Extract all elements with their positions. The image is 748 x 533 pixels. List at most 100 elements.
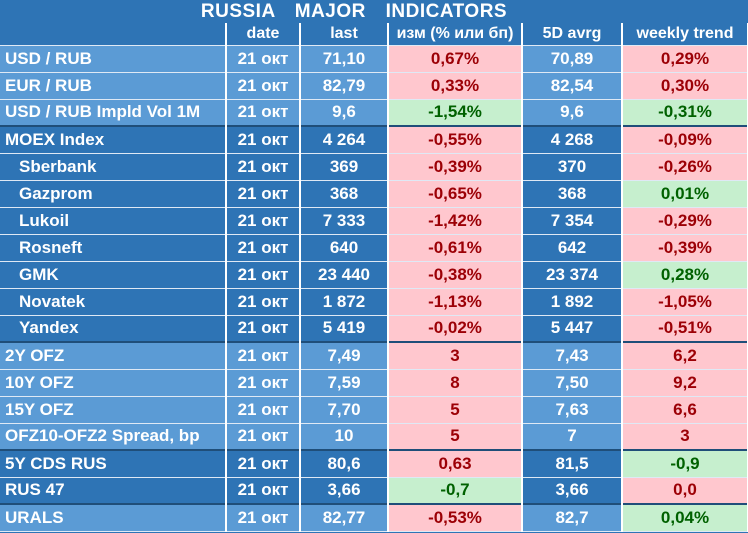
row-name: URALS [0,503,227,532]
table-row: 5Y CDS RUS 21 окт 80,6 0,63 81,5 -0,9 [0,449,748,478]
table-row: 15Y OFZ 21 окт 7,70 5 7,63 6,6 [0,396,748,424]
row-weekly-trend: 3 [622,423,748,451]
row-change: -1,42% [388,207,523,235]
row-weekly-trend: 9,2 [622,369,748,397]
row-last: 5 419 [300,315,389,343]
row-last: 1 872 [300,288,389,316]
row-last: 80,6 [300,449,389,478]
row-last: 7 333 [300,207,389,235]
row-last: 7,59 [300,369,389,397]
row-last: 82,77 [300,503,389,532]
row-date: 21 окт [226,125,301,154]
row-change: -0,7 [388,477,523,505]
row-change: -0,61% [388,234,523,262]
row-name: USD / RUB [0,45,227,73]
row-name: Novatek [0,288,227,316]
row-5d-avg: 5 447 [522,315,623,343]
table-title: RUSSIA MAJOR INDICATORS [0,0,748,23]
row-last: 7,49 [300,341,389,370]
row-change: 0,67% [388,45,523,73]
row-date: 21 окт [226,72,301,100]
row-5d-avg: 3,66 [522,477,623,505]
row-change: 3 [388,341,523,370]
row-name: Lukoil [0,207,227,235]
row-last: 369 [300,153,389,181]
table-row: Lukoil 21 окт 7 333 -1,42% 7 354 -0,29% [0,207,748,235]
row-last: 9,6 [300,99,389,127]
row-change: -0,53% [388,503,523,532]
row-change: -0,65% [388,180,523,208]
row-change: -1,13% [388,288,523,316]
row-5d-avg: 82,7 [522,503,623,532]
row-change: 0,33% [388,72,523,100]
row-weekly-trend: -0,51% [622,315,748,343]
row-date: 21 окт [226,315,301,343]
row-name: EUR / RUB [0,72,227,100]
row-date: 21 окт [226,45,301,73]
row-date: 21 окт [226,503,301,532]
row-name: 10Y OFZ [0,369,227,397]
row-change: 8 [388,369,523,397]
row-last: 3,66 [300,477,389,505]
row-name: Sberbank [0,153,227,181]
table-row: Sberbank 21 окт 369 -0,39% 370 -0,26% [0,153,748,181]
row-last: 640 [300,234,389,262]
table-row: 2Y OFZ 21 окт 7,49 3 7,43 6,2 [0,341,748,370]
row-weekly-trend: 0,29% [622,45,748,73]
row-5d-avg: 7,43 [522,341,623,370]
row-date: 21 окт [226,369,301,397]
row-5d-avg: 70,89 [522,45,623,73]
row-weekly-trend: 0,28% [622,261,748,289]
row-last: 82,79 [300,72,389,100]
row-name: USD / RUB Impld Vol 1M [0,99,227,127]
table-row: Rosneft 21 окт 640 -0,61% 642 -0,39% [0,234,748,262]
row-name: 15Y OFZ [0,396,227,424]
table-row: URALS 21 окт 82,77 -0,53% 82,7 0,04% [0,503,748,532]
row-date: 21 окт [226,396,301,424]
row-5d-avg: 1 892 [522,288,623,316]
row-5d-avg: 7,50 [522,369,623,397]
row-change: 0,63 [388,449,523,478]
row-5d-avg: 81,5 [522,449,623,478]
header-date: date [226,23,301,46]
row-date: 21 окт [226,153,301,181]
row-date: 21 окт [226,288,301,316]
row-date: 21 окт [226,341,301,370]
header-change: изм (% или бп) [388,23,523,46]
row-weekly-trend: -0,39% [622,234,748,262]
row-weekly-trend: 0,30% [622,72,748,100]
row-name: 2Y OFZ [0,341,227,370]
row-weekly-trend: 0,04% [622,503,748,532]
row-change: -0,39% [388,153,523,181]
row-weekly-trend: -0,09% [622,125,748,154]
row-date: 21 окт [226,234,301,262]
table-row: Yandex 21 окт 5 419 -0,02% 5 447 -0,51% [0,315,748,343]
row-5d-avg: 370 [522,153,623,181]
row-change: 5 [388,423,523,451]
row-last: 71,10 [300,45,389,73]
row-last: 7,70 [300,396,389,424]
header-5d-avg: 5D avrg [522,23,623,46]
row-5d-avg: 9,6 [522,99,623,127]
row-name: GMK [0,261,227,289]
row-change: -1,54% [388,99,523,127]
row-change: 5 [388,396,523,424]
row-5d-avg: 82,54 [522,72,623,100]
row-weekly-trend: -0,29% [622,207,748,235]
row-name: RUS 47 [0,477,227,505]
indicators-table: date last изм (% или бп) 5D avrg weekly … [0,23,748,532]
row-weekly-trend: 6,2 [622,341,748,370]
row-5d-avg: 368 [522,180,623,208]
row-date: 21 окт [226,180,301,208]
header-row: date last изм (% или бп) 5D avrg weekly … [0,23,748,46]
row-date: 21 окт [226,261,301,289]
table-row: USD / RUB Impld Vol 1M 21 окт 9,6 -1,54% 9,6… [0,99,748,127]
row-change: -0,38% [388,261,523,289]
row-5d-avg: 7 354 [522,207,623,235]
row-5d-avg: 4 268 [522,125,623,154]
row-weekly-trend: -0,26% [622,153,748,181]
row-change: -0,55% [388,125,523,154]
row-5d-avg: 23 374 [522,261,623,289]
row-weekly-trend: 6,6 [622,396,748,424]
row-last: 23 440 [300,261,389,289]
